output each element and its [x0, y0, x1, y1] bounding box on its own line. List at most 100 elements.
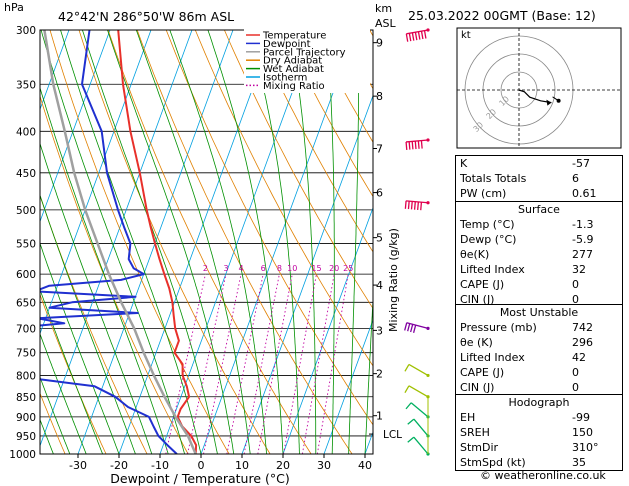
- wet-adiabat-line: [326, 30, 335, 454]
- wind-barb-flag: [407, 436, 415, 443]
- index-surface-label: Dewp (°C): [460, 233, 517, 246]
- wind-barb-flag: [412, 324, 417, 333]
- mixing-ratio-line: [257, 274, 293, 454]
- isotherm-line: [241, 94, 373, 454]
- asl-unit-label: ASL: [375, 17, 397, 30]
- wind-barb-flag: [414, 32, 418, 41]
- index-most-unstable-value: 0: [572, 381, 579, 394]
- pressure-tick-label: 850: [16, 392, 36, 404]
- wind-barb-staff: [408, 363, 429, 376]
- index-top-row: PW (cm) 0.61: [456, 186, 622, 201]
- index-top-label: Totals Totals: [460, 172, 527, 185]
- wind-barb-base: [426, 28, 430, 32]
- km-tick-label: 8: [376, 90, 383, 103]
- indices-panel-top: K -57 Totals Totals 6 PW (cm) 0.61: [455, 155, 623, 202]
- pressure-tick-label: 350: [16, 79, 36, 91]
- index-surface-row: CAPE (J) 0: [456, 277, 622, 292]
- index-surface-row: Lifted Index 32: [456, 262, 622, 277]
- indices-panel-hodograph: Hodograph EH -99 SREH 150 StmDir 310° StmSpd (…: [455, 394, 623, 471]
- km-unit-label: km: [375, 2, 392, 15]
- most-unstable-title: Most Unstable: [499, 306, 579, 319]
- index-surface-value: 0: [572, 293, 579, 306]
- wind-barb-base: [426, 201, 430, 205]
- storm-motion-arrow: [552, 96, 559, 102]
- wet-adiabat-line: [40, 332, 87, 454]
- mixing-ratio-label: 25: [343, 264, 353, 273]
- surface-title: Surface: [518, 203, 560, 216]
- km-tick-label: 1: [376, 410, 383, 423]
- index-hodograph-label: StmDir: [460, 441, 499, 454]
- index-surface-value: -1.3: [572, 218, 594, 231]
- index-most-unstable-label: θe (K): [460, 336, 493, 349]
- wind-barb: [405, 28, 430, 42]
- hodograph-title: Hodograph: [508, 396, 570, 409]
- lcl-label: LCL: [383, 429, 402, 441]
- pressure-tick-label: 750: [16, 348, 36, 360]
- hodograph-unit-label: kt: [461, 30, 471, 41]
- km-tick-label: 5: [376, 232, 383, 245]
- wet-adiabat-line: [348, 30, 360, 454]
- x-tick-label: 30: [317, 459, 331, 472]
- mixing-ratio-label: 6: [261, 264, 266, 273]
- wind-barb-flag: [417, 31, 421, 40]
- km-tick-label: 2: [376, 368, 383, 381]
- index-most-unstable-label: CAPE (J): [460, 366, 505, 379]
- dry-adiabat-line: [194, 30, 373, 367]
- wind-barb-flag: [420, 31, 424, 40]
- isotherm-line: [282, 206, 373, 454]
- pressure-tick-label: 450: [16, 168, 36, 180]
- pressure-tick-label: 800: [16, 370, 36, 382]
- index-surface-label: CIN (J): [460, 293, 495, 306]
- wind-barb-staff: [410, 402, 429, 418]
- index-hodograph-row: StmDir 310°: [456, 440, 622, 455]
- dewpoint-line: [40, 30, 178, 454]
- wind-barb-flag: [420, 202, 423, 211]
- wind-barb-flag: [410, 324, 414, 333]
- plot-frame: [39, 29, 374, 455]
- x-tick-label: 40: [358, 459, 372, 472]
- hodograph-trace: [518, 89, 552, 104]
- mixing-ratio-line: [165, 274, 206, 454]
- wet-adiabat-line: [135, 30, 251, 454]
- x-tick-label: 20: [276, 459, 290, 472]
- wet-adiabat-line: [40, 242, 120, 454]
- isotherm-line: [40, 30, 193, 447]
- wind-barb-flag: [405, 33, 409, 42]
- index-surface-row: CIN (J) 0: [456, 292, 622, 307]
- pressure-tick-label: 700: [16, 323, 36, 335]
- wind-barb-flag: [407, 323, 411, 332]
- hodograph-box: [456, 27, 622, 149]
- mixing-ratio-label: 8: [277, 264, 282, 273]
- pressure-tick-label: 1000: [9, 449, 36, 461]
- wind-barb-flag: [411, 141, 414, 150]
- pressure-tick-label: 600: [16, 269, 36, 281]
- dry-adiabat-line: [40, 293, 107, 454]
- pressure-tick-label: 650: [16, 297, 36, 309]
- wind-barb-flag: [405, 141, 408, 150]
- index-surface-value: -5.9: [572, 233, 594, 246]
- wind-barb: [404, 200, 430, 211]
- legend-box: [244, 29, 370, 93]
- wind-barb: [404, 363, 430, 378]
- wind-barb: [405, 402, 430, 419]
- wind-barb-base: [426, 373, 430, 378]
- indices-panel-most-unstable: Most Unstable Pressure (mb) 742 θe (K) 296 L…: [455, 304, 623, 396]
- x-tick-label: 10: [235, 459, 249, 472]
- wet-adiabat-line: [40, 376, 71, 454]
- index-most-unstable-value: 0: [572, 366, 579, 379]
- index-most-unstable-label: Pressure (mb): [460, 321, 537, 334]
- isotherm-line: [159, 30, 316, 454]
- wind-barb-flag: [404, 322, 408, 331]
- wind-barb-flag: [423, 30, 427, 39]
- index-top-row: Totals Totals 6: [456, 171, 622, 186]
- index-most-unstable-row: CAPE (J) 0: [456, 365, 622, 380]
- mixing-ratio-label: 10: [287, 264, 297, 273]
- wet-adiabat-line: [289, 30, 317, 454]
- wet-adiabat-line: [40, 30, 185, 454]
- isotherm-line: [118, 30, 275, 454]
- wind-barb-staff: [406, 322, 429, 330]
- index-most-unstable-value: 42: [572, 351, 586, 364]
- wind-barb-flag: [404, 364, 410, 372]
- mixing-ratio-line: [187, 274, 227, 454]
